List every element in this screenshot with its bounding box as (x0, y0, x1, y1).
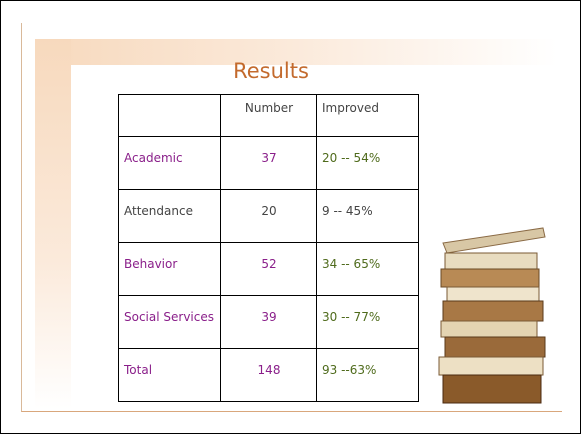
slide-title: Results (1, 59, 541, 83)
table-cell: 30 -- 77% (317, 296, 419, 349)
header-cell: Improved (317, 95, 419, 137)
table-cell: 52 (221, 243, 317, 296)
header-cell: Number (221, 95, 317, 137)
table-cell: 20 (221, 190, 317, 243)
decor-band (35, 39, 71, 409)
table-cell: Attendance (119, 190, 221, 243)
table-cell: 37 (221, 137, 317, 190)
table-cell: 34 -- 65% (317, 243, 419, 296)
table-cell: 39 (221, 296, 317, 349)
slide: Results Number Improved Academic3720 -- … (0, 0, 581, 434)
table-cell: 93 --63% (317, 349, 419, 402)
books-image (433, 223, 553, 413)
table-cell: 20 -- 54% (317, 137, 419, 190)
table-cell: 148 (221, 349, 317, 402)
table-cell: Academic (119, 137, 221, 190)
table-cell: 9 -- 45% (317, 190, 419, 243)
header-cell (119, 95, 221, 137)
table-cell: Total (119, 349, 221, 402)
header-row: Number Improved (119, 95, 419, 137)
table-cell: Social Services (119, 296, 221, 349)
table-cell: Behavior (119, 243, 221, 296)
